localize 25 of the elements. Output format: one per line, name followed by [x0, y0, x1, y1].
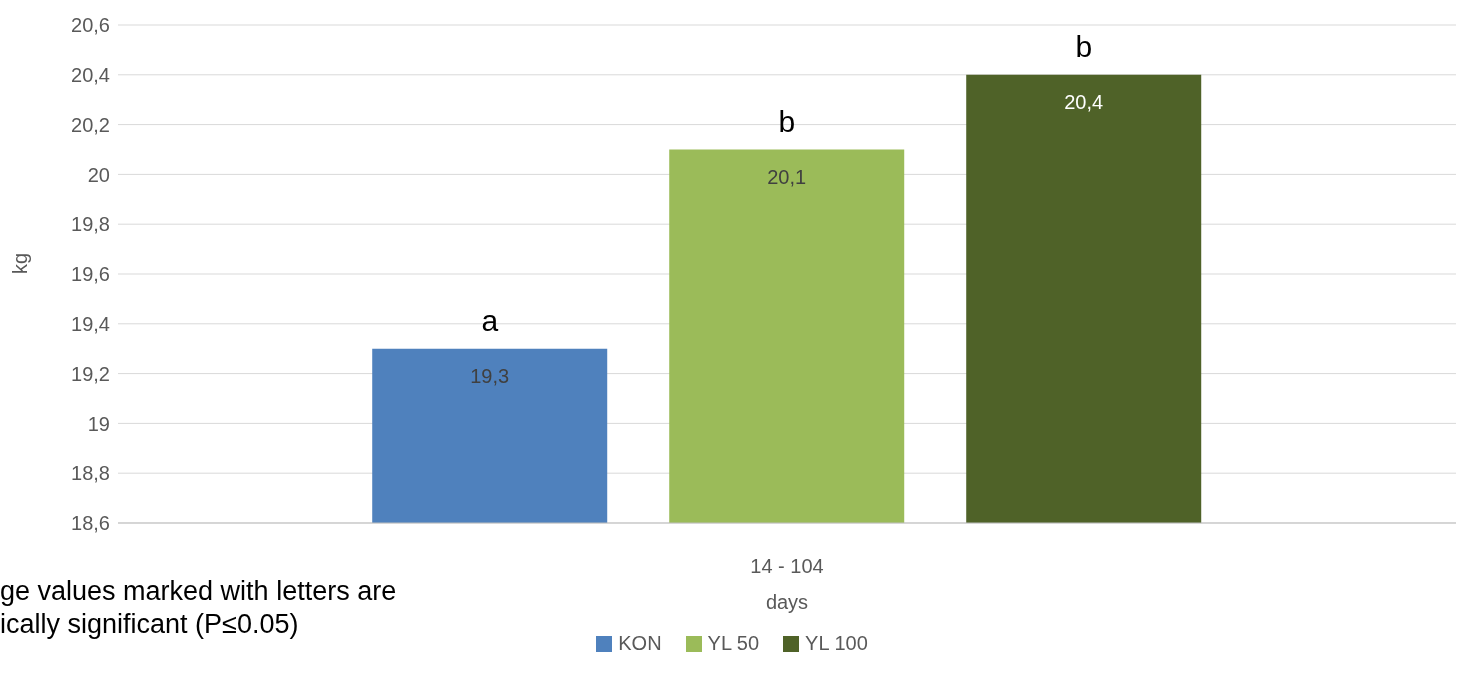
y-tick-label: 20,4 — [71, 63, 110, 86]
y-axis-title: kg — [9, 252, 32, 274]
y-tick-label: 19,2 — [71, 362, 110, 385]
y-tick-label: 19,4 — [71, 312, 110, 335]
x-tick-label: 14 - 104 — [750, 555, 824, 578]
text: ically significant (P≤0.05) — [0, 609, 299, 640]
y-tick-label: 20 — [87, 163, 110, 186]
legend-label: YL 100 — [804, 632, 868, 655]
annotation: b — [778, 104, 796, 138]
data-label: 19,3 — [470, 364, 510, 387]
y-tick-label: 20,6 — [71, 14, 110, 37]
x-axis-title: days — [765, 591, 809, 614]
legend-label: YL 50 — [706, 632, 760, 655]
y-tick-label: 18,8 — [71, 462, 110, 485]
data-label: 20,4 — [1064, 90, 1104, 113]
data-label: 20,1 — [767, 165, 807, 188]
legend-label: KON — [617, 632, 662, 655]
y-tick-label: 20,2 — [71, 113, 110, 136]
y-tick-label: 19,8 — [71, 213, 110, 236]
y-tick-label: 19,6 — [71, 263, 110, 286]
y-tick-label: 18,6 — [71, 512, 110, 535]
text: ge values marked with letters are — [0, 576, 397, 607]
annotation: b — [1075, 29, 1093, 63]
annotation: a — [481, 303, 499, 337]
y-tick-label: 19 — [87, 412, 110, 435]
